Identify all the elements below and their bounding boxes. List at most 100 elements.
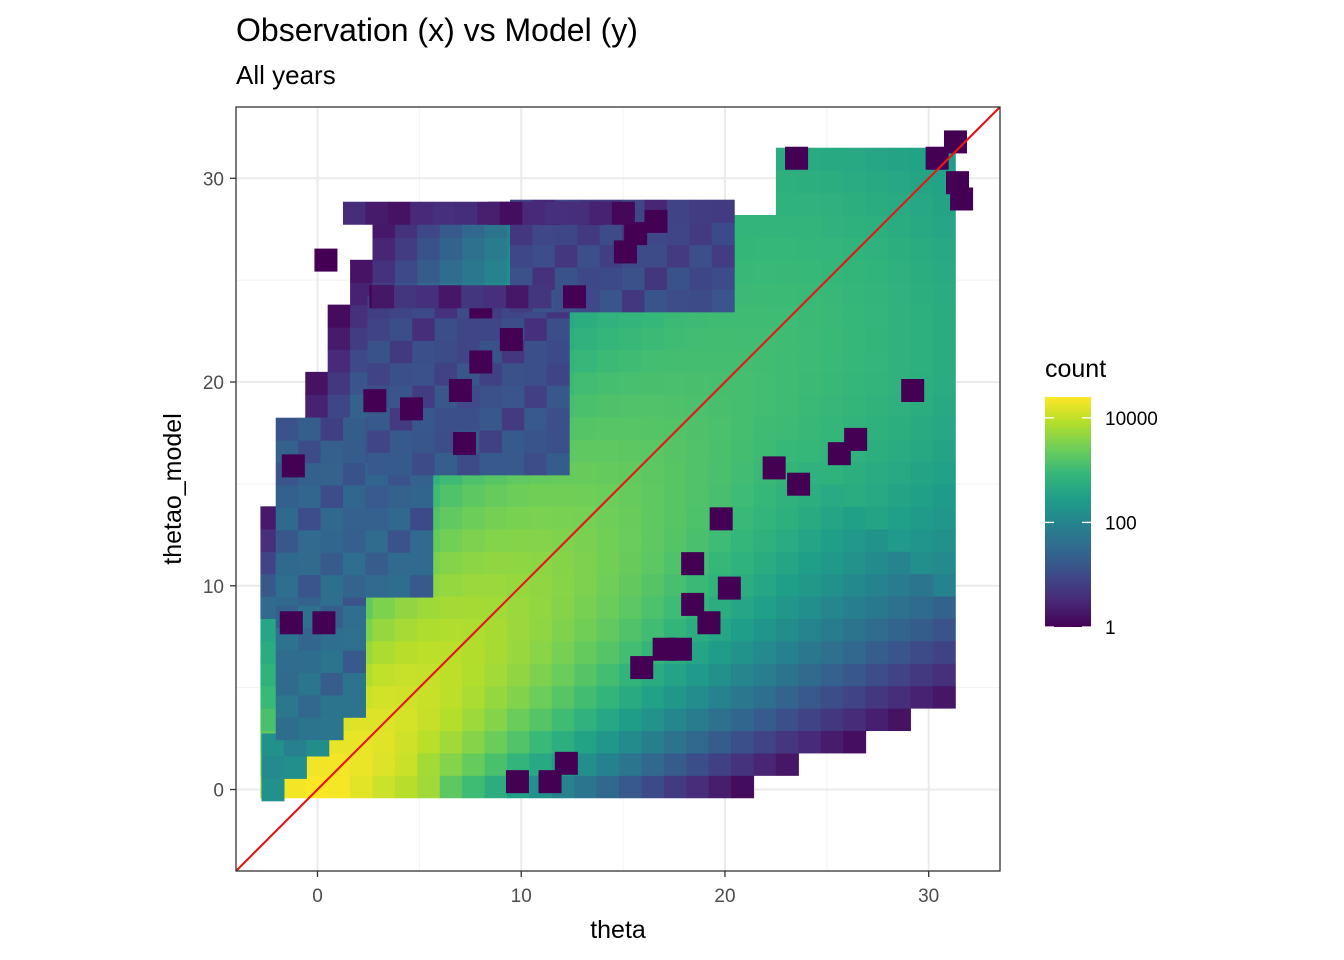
- heatmap-tile: [630, 656, 654, 680]
- heatmap-tile: [546, 385, 570, 409]
- heatmap-tile: [932, 416, 956, 440]
- heatmap-tile: [529, 752, 553, 776]
- heatmap-tile: [663, 461, 687, 485]
- heatmap-tile: [327, 394, 351, 418]
- heatmap-tile: [798, 371, 822, 395]
- heatmap-tile: [371, 285, 395, 309]
- heatmap-tile: [372, 595, 396, 619]
- heatmap-tile: [820, 192, 844, 216]
- heatmap-tile: [577, 222, 601, 246]
- heatmap-tile: [350, 349, 374, 373]
- heatmap-tile: [820, 147, 844, 171]
- heatmap-tile: [394, 708, 418, 732]
- heatmap-tile: [820, 394, 844, 418]
- heatmap-tile: [887, 461, 911, 485]
- heatmap-tile: [731, 439, 755, 463]
- heatmap-tile: [574, 730, 598, 754]
- heatmap-tile: [619, 618, 643, 642]
- heatmap-tile: [641, 371, 665, 395]
- heatmap-tile: [506, 551, 530, 575]
- heatmap-tile: [663, 349, 687, 373]
- heatmap-tile: [731, 528, 755, 552]
- heatmap-tile: [820, 371, 844, 395]
- heatmap-tile: [479, 317, 503, 341]
- heatmap-tile: [932, 282, 956, 306]
- heatmap-tile: [506, 528, 530, 552]
- heatmap-tile: [820, 595, 844, 619]
- heatmap-tile: [644, 266, 668, 290]
- heatmap-tile: [798, 439, 822, 463]
- heatmap-tile: [641, 394, 665, 418]
- heatmap-tile: [711, 266, 735, 290]
- heatmap-tile: [798, 573, 822, 597]
- heatmap-tile: [551, 685, 575, 709]
- heatmap-tile: [843, 573, 867, 597]
- heatmap-tile: [305, 752, 329, 776]
- heatmap-tile: [865, 349, 889, 373]
- heatmap-tile: [505, 285, 529, 309]
- heatmap-tile: [843, 237, 867, 261]
- heatmap-tile: [350, 327, 374, 351]
- x-axis: 0 10 20 30: [312, 871, 939, 907]
- heatmap-tile: [686, 506, 710, 530]
- heatmap-tile: [342, 201, 366, 225]
- heatmap-tile: [641, 595, 665, 619]
- heatmap-tile: [753, 618, 777, 642]
- heatmap-tile: [689, 244, 713, 268]
- heatmap-tile: [434, 407, 458, 431]
- heatmap-tile: [387, 484, 411, 508]
- heatmap-tile: [439, 663, 463, 687]
- heatmap-tile: [865, 618, 889, 642]
- heatmap-tile: [731, 708, 755, 732]
- heatmap-tile: [529, 551, 553, 575]
- heatmap-tile: [506, 640, 530, 664]
- heatmap-tile: [387, 529, 411, 553]
- heatmap-tile: [320, 717, 344, 741]
- heatmap-tile: [798, 551, 822, 575]
- heatmap-tile: [524, 407, 548, 431]
- heatmap-tile: [910, 528, 934, 552]
- heatmap-tile: [932, 349, 956, 373]
- heatmap-tile: [439, 640, 463, 664]
- heatmap-tile: [499, 201, 523, 225]
- heatmap-tile: [663, 618, 687, 642]
- heatmap-tile: [410, 507, 434, 531]
- heatmap-tile: [596, 327, 620, 351]
- heatmap-tile: [820, 730, 844, 754]
- heatmap-tile: [510, 222, 534, 246]
- heatmap-tile: [865, 461, 889, 485]
- heatmap-tile: [775, 282, 799, 306]
- heatmap-tile: [298, 529, 322, 553]
- heatmap-tile: [410, 484, 434, 508]
- heatmap-tile: [887, 708, 911, 732]
- heatmap-tile: [753, 663, 777, 687]
- heatmap-tile: [350, 752, 374, 776]
- heatmap-tile: [663, 685, 687, 709]
- heatmap-tile: [457, 407, 481, 431]
- heatmap-tile: [619, 573, 643, 597]
- heatmap-tile: [689, 199, 713, 223]
- heatmap-tile: [506, 506, 530, 530]
- heatmap-tile: [753, 595, 777, 619]
- heatmap-tile: [820, 170, 844, 194]
- heatmap-tile: [298, 717, 322, 741]
- heatmap-tile: [484, 618, 508, 642]
- heatmap-tile: [775, 416, 799, 440]
- heatmap-tile: [342, 672, 366, 696]
- heatmap-tile: [410, 552, 434, 576]
- heatmap-tile: [753, 752, 777, 776]
- heatmap-tile: [501, 407, 525, 431]
- heatmap-tile: [775, 640, 799, 664]
- heatmap-tile: [554, 266, 578, 290]
- heatmap-tile: [619, 461, 643, 485]
- heatmap-tile: [434, 340, 458, 364]
- heatmap-tile: [663, 371, 687, 395]
- heatmap-tile: [641, 685, 665, 709]
- heatmap-tile: [865, 663, 889, 687]
- heatmap-tile: [641, 439, 665, 463]
- heatmap-tile: [775, 595, 799, 619]
- heatmap-tile: [775, 573, 799, 597]
- heatmap-tile: [439, 730, 463, 754]
- heatmap-tile: [510, 244, 534, 268]
- heatmap-tile: [462, 573, 486, 597]
